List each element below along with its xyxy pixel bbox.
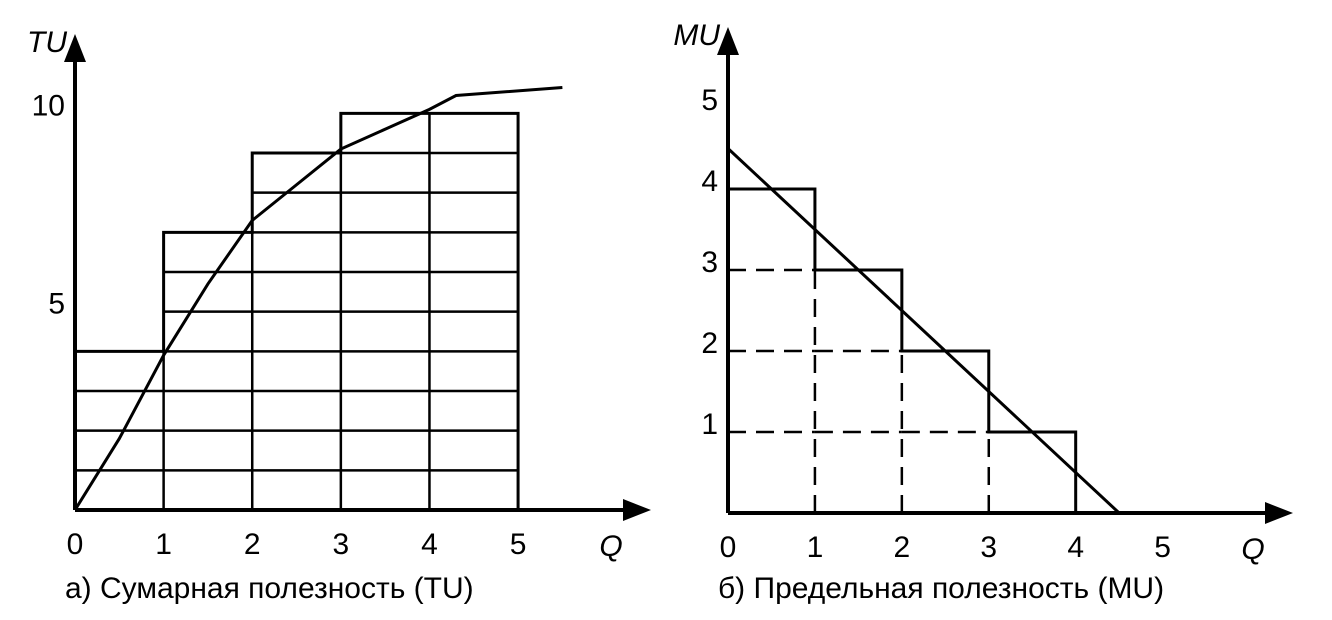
y-tick-label: 4 [701, 165, 718, 198]
x-axis-label: Q [1241, 533, 1264, 566]
y-axis-label: MU [673, 19, 720, 52]
bar [814, 270, 902, 513]
y-tick-label: 10 [32, 89, 65, 122]
caption: б) Предельная полезность (MU) [718, 572, 1164, 605]
x-tick-label: 0 [67, 528, 84, 561]
x-tick-label: 1 [155, 528, 172, 561]
y-tick-label: 5 [48, 288, 65, 321]
x-tick-label: 2 [894, 531, 911, 564]
bar [988, 432, 1076, 513]
x-tick-label: 2 [244, 528, 261, 561]
y-tick-label: 5 [701, 84, 718, 117]
bar [252, 153, 341, 510]
x-tick-label: 4 [421, 528, 438, 561]
y-tick-label: 3 [701, 246, 718, 279]
y-axis-label: TU [27, 26, 67, 59]
x-tick-label: 3 [980, 531, 997, 564]
x-tick-label: 3 [333, 528, 350, 561]
x-tick-label: 5 [510, 528, 527, 561]
y-tick-label: 2 [701, 327, 718, 360]
x-arrow [1265, 502, 1293, 524]
x-tick-label: 4 [1067, 531, 1084, 564]
x-tick-label: 0 [720, 531, 737, 564]
x-tick-label: 1 [807, 531, 824, 564]
y-arrow [64, 34, 86, 62]
x-tick-label: 5 [1154, 531, 1171, 564]
y-arrow [717, 27, 739, 55]
x-axis-label: Q [599, 530, 622, 563]
y-tick-label: 1 [701, 408, 718, 441]
bar [163, 232, 253, 511]
caption: а) Сумарная полезность (TU) [65, 572, 474, 605]
utility-line [73, 86, 563, 511]
bar-outline [73, 111, 520, 510]
x-arrow [623, 499, 651, 521]
utility-line [726, 147, 1121, 515]
